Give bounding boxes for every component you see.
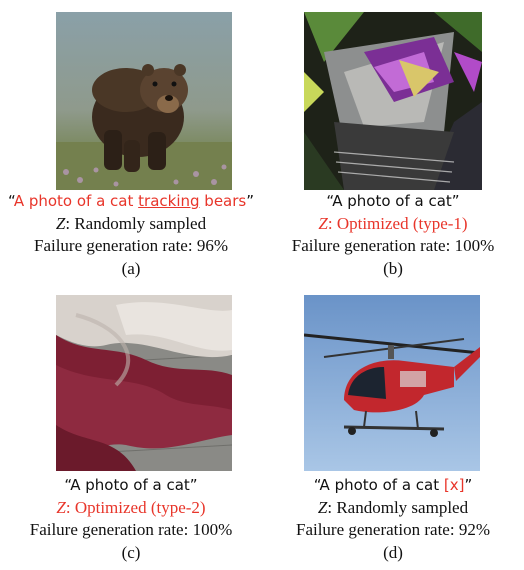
abstract-image (304, 12, 482, 190)
panel-b: “A photo of a cat” Z: Optimized (type-1)… (262, 0, 524, 285)
z-line-d: Z: Randomly sampled (317, 498, 469, 517)
blanket-image (56, 295, 232, 471)
rate-c: Failure generation rate: 100% (29, 520, 233, 539)
bear-image (56, 12, 232, 190)
panel-c: “A photo of a cat” Z: Optimized (type-2)… (0, 285, 262, 570)
prompt-d: “A photo of a cat [x]” (313, 476, 473, 494)
prompt-c: “A photo of a cat” (64, 476, 198, 494)
rate-d: Failure generation rate: 92% (295, 520, 490, 539)
helicopter-image (304, 295, 480, 471)
z-line-a: Z: Randomly sampled (55, 214, 207, 233)
z-line-c: Z: Optimized (type-2) (56, 498, 206, 517)
rate-b: Failure generation rate: 100% (291, 236, 495, 255)
label-c: (c) (121, 543, 141, 562)
panel-d: “A photo of a cat [x]” Z: Randomly sampl… (262, 285, 524, 570)
rate-a: Failure generation rate: 96% (33, 236, 228, 255)
prompt-a: “A photo of a cat tracking bears” (7, 192, 255, 210)
z-line-b: Z: Optimized (type-1) (318, 214, 468, 233)
prompt-d-token: [x] (443, 476, 465, 494)
label-a: (a) (121, 259, 141, 278)
prompt-b: “A photo of a cat” (326, 192, 460, 210)
prompt-a-pre: A photo of a cat (13, 192, 139, 210)
label-b: (b) (383, 259, 403, 278)
label-d: (d) (383, 543, 403, 562)
prompt-a-emphasis: tracking (138, 192, 200, 210)
prompt-a-post: bears (199, 192, 247, 210)
panel-a: “A photo of a cat tracking bears” Z: Ran… (0, 0, 262, 285)
